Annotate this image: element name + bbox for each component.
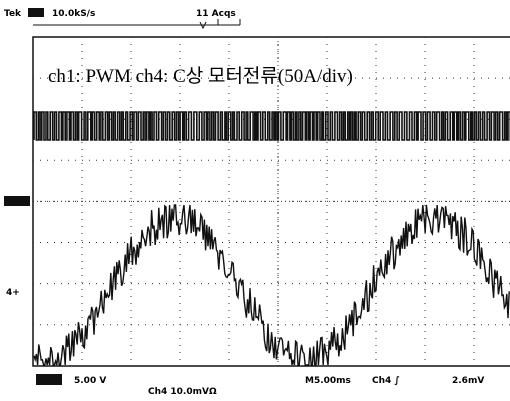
run-indicator xyxy=(28,8,44,17)
trigger: Ch4 ∫ xyxy=(372,376,400,386)
brand: Tek xyxy=(4,9,22,19)
annotation: ch1: PWM ch4: C상 모터전류(50A/div) xyxy=(48,65,353,87)
ch1-indicator xyxy=(36,374,62,385)
sample-rate: 10.0kS/s xyxy=(52,9,95,19)
ch1-ground-marker xyxy=(4,196,30,206)
ch1-scale: 5.00 V xyxy=(74,376,106,386)
acquisitions: 11 Acqs xyxy=(196,9,236,19)
scope-screenshot: Tek 10.0kS/s 11 Acqs ch1: PWM ch4: C상 모터… xyxy=(0,0,510,401)
timebase: M5.00ms xyxy=(305,376,351,386)
trigger-level: 2.6mV xyxy=(452,376,484,386)
ch4-scale: Ch4 10.0mVΩ xyxy=(148,387,217,397)
ch4-marker: 4+ xyxy=(6,288,20,298)
